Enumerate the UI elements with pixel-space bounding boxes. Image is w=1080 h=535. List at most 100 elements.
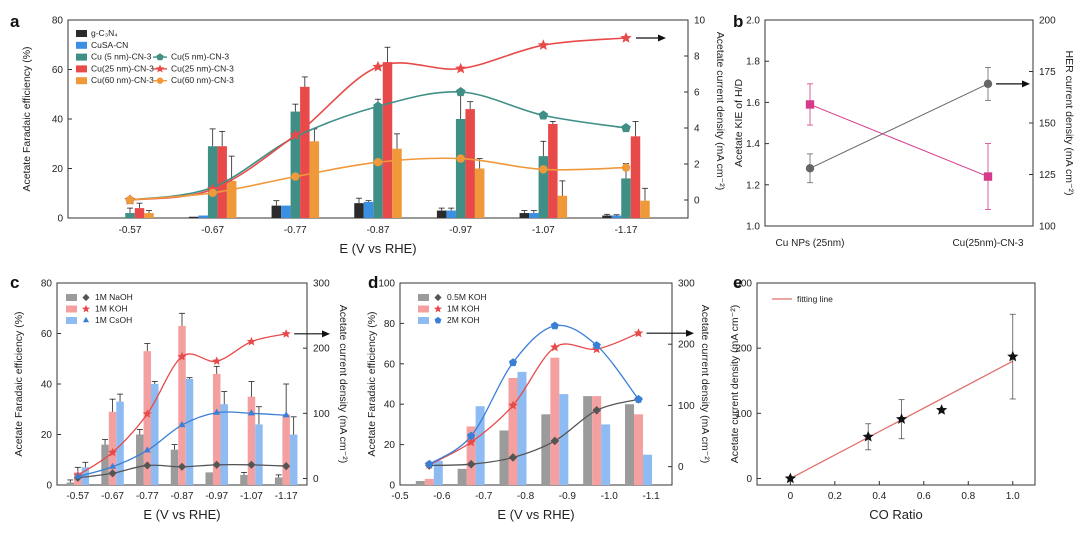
- bar-0-4: [436, 210, 447, 218]
- legend-bar-1-label: CuSA-CN: [91, 40, 128, 50]
- line-marker-2-1: [467, 431, 476, 440]
- line-marker-2-4: [592, 341, 601, 349]
- line-marker-0-1: [108, 469, 117, 478]
- y-axis-title: Acetate Faradaic efficiency (%): [21, 46, 33, 191]
- y2-tick-label: 150: [1039, 119, 1056, 130]
- line-marker-0-3: [177, 462, 187, 471]
- line-marker-0-5: [247, 460, 256, 469]
- y2-tick-label: 0: [678, 462, 684, 473]
- bar-0-2: [499, 430, 509, 485]
- line-marker-1-4: [455, 62, 467, 74]
- line-marker-2-5: [539, 165, 548, 174]
- bar-2-3: [185, 378, 194, 485]
- y-tick-label: 60: [384, 359, 396, 370]
- bar-1-6: [611, 215, 622, 218]
- bar-4-2: [309, 141, 320, 218]
- bar-1-2: [143, 351, 152, 485]
- y-tick-label: 60: [41, 329, 53, 340]
- line-marker-1-2: [289, 129, 301, 140]
- bar-3-0: [134, 208, 145, 218]
- legend-marker-1: [82, 304, 90, 313]
- y-tick-label: 1.0: [746, 222, 760, 233]
- panel-e: e 0 100 200 300 0 0.2 0.4 0.6 0.8 1.0 CO Ratio Acet…: [729, 273, 1036, 522]
- x-axis-title: E (V vs RHE): [497, 507, 574, 522]
- legend-marker-1: [155, 64, 165, 73]
- y-tick-label: 80: [52, 16, 64, 27]
- point-0-1: [983, 79, 993, 89]
- y-axis-title: Acetate Faradaic efficiency (%): [366, 311, 378, 456]
- bar-2-0: [433, 460, 443, 485]
- y-tick-label: 80: [384, 319, 396, 330]
- arrow-c-head: [322, 330, 330, 338]
- y2-tick-label: 4: [694, 124, 700, 135]
- y-tick-label: 40: [41, 380, 53, 391]
- y2-axis-title: Acetate current density (mA cm⁻²): [714, 32, 726, 190]
- line-marker-2-4: [456, 154, 465, 163]
- line-marker-1-5: [246, 336, 256, 346]
- legend-label-2: 1M CsOH: [95, 315, 132, 325]
- y2-tick-label: 2: [694, 160, 700, 171]
- bar-3-3: [382, 62, 393, 219]
- legend-bar-1: [66, 305, 77, 313]
- legend-bar-3-label: Cu(25 nm)-CN-3: [91, 63, 154, 73]
- bar-0-4: [205, 472, 213, 485]
- line-marker-0-4: [455, 87, 466, 97]
- x-tick-label: 0.8: [961, 491, 975, 502]
- panel-a: a 0 20 40 60 80 0 2 4 6 8 10 -0.57 -0.67 -0.77 -0.87 -0…: [10, 12, 726, 256]
- legend-bar-1-swatch: [76, 41, 87, 49]
- panel-d: d 0 20 40 60 80 100 0 100 200 300 -0.5 -0.6 -0.7 -0.8…: [366, 273, 711, 522]
- line-marker-0-6: [282, 462, 291, 471]
- line-marker-1-4: [212, 356, 222, 365]
- y2-tick-label: 100: [1039, 222, 1056, 233]
- bar-0-4: [583, 396, 593, 485]
- legend-marker-0: [156, 53, 164, 61]
- y-tick-label: 100: [378, 279, 395, 290]
- bar-2-0: [125, 213, 135, 218]
- y-axis-title: Acetate Faradaic efficiency (%): [13, 311, 25, 456]
- line-marker-0-5: [538, 110, 549, 120]
- line-marker-2-1: [208, 188, 217, 197]
- y-tick-label: 0: [46, 481, 52, 492]
- bar-0-1: [457, 468, 467, 485]
- bar-0-2: [271, 205, 282, 218]
- legend-bar-2-swatch: [76, 53, 87, 61]
- legend-bar-4-label: Cu(60 nm)-CN-3: [91, 75, 154, 85]
- line-marker-2-4: [213, 408, 221, 415]
- bar-3-2: [300, 86, 310, 218]
- legend-label-2: 2M KOH: [447, 315, 480, 325]
- x-tick-label: -0.57: [66, 491, 89, 502]
- bar-1-1: [466, 426, 476, 485]
- line-marker-2-3: [178, 421, 186, 428]
- legend-label-0: 1M NaOH: [95, 292, 133, 302]
- x-tick-label: -0.8: [517, 491, 535, 502]
- bar-1-2: [281, 205, 291, 218]
- bar-1-4: [592, 396, 602, 485]
- legend-bar-2-label: Cu (5 nm)-CN-3: [91, 52, 152, 62]
- y-tick-label: 1.6: [746, 98, 760, 109]
- x-tick-label: -0.7: [475, 491, 493, 502]
- x-tick-label: -0.87: [171, 491, 194, 502]
- bar-2-6: [621, 178, 631, 218]
- bar-2-2: [290, 111, 301, 218]
- x-tick-label: -1.0: [601, 491, 619, 502]
- x-tick-label: 1.0: [1006, 491, 1020, 502]
- x-tick-label: 0.4: [872, 491, 886, 502]
- line-marker-0-3: [373, 101, 383, 111]
- y2-tick-label: 100: [313, 409, 330, 420]
- x-tick-label: Cu(25nm)-CN-3: [952, 238, 1024, 249]
- bar-0-5: [519, 213, 530, 218]
- y-tick-label: 2.0: [746, 16, 760, 27]
- bar-2-0: [81, 467, 90, 485]
- y-tick-label: 40: [52, 115, 64, 126]
- line-marker-2-6: [282, 411, 290, 418]
- bar-1-4: [212, 373, 221, 485]
- bar-1-3: [363, 201, 374, 218]
- x-tick-label: -0.67: [101, 491, 124, 502]
- plot-frame-d: [399, 282, 673, 486]
- line-marker-1-5: [633, 328, 644, 338]
- line-marker-2-0: [125, 195, 135, 205]
- bar-2-1: [116, 401, 124, 485]
- x-tick-label: 0.2: [828, 491, 842, 502]
- bar-2-6: [289, 434, 298, 485]
- panel-label-c: c: [10, 273, 19, 292]
